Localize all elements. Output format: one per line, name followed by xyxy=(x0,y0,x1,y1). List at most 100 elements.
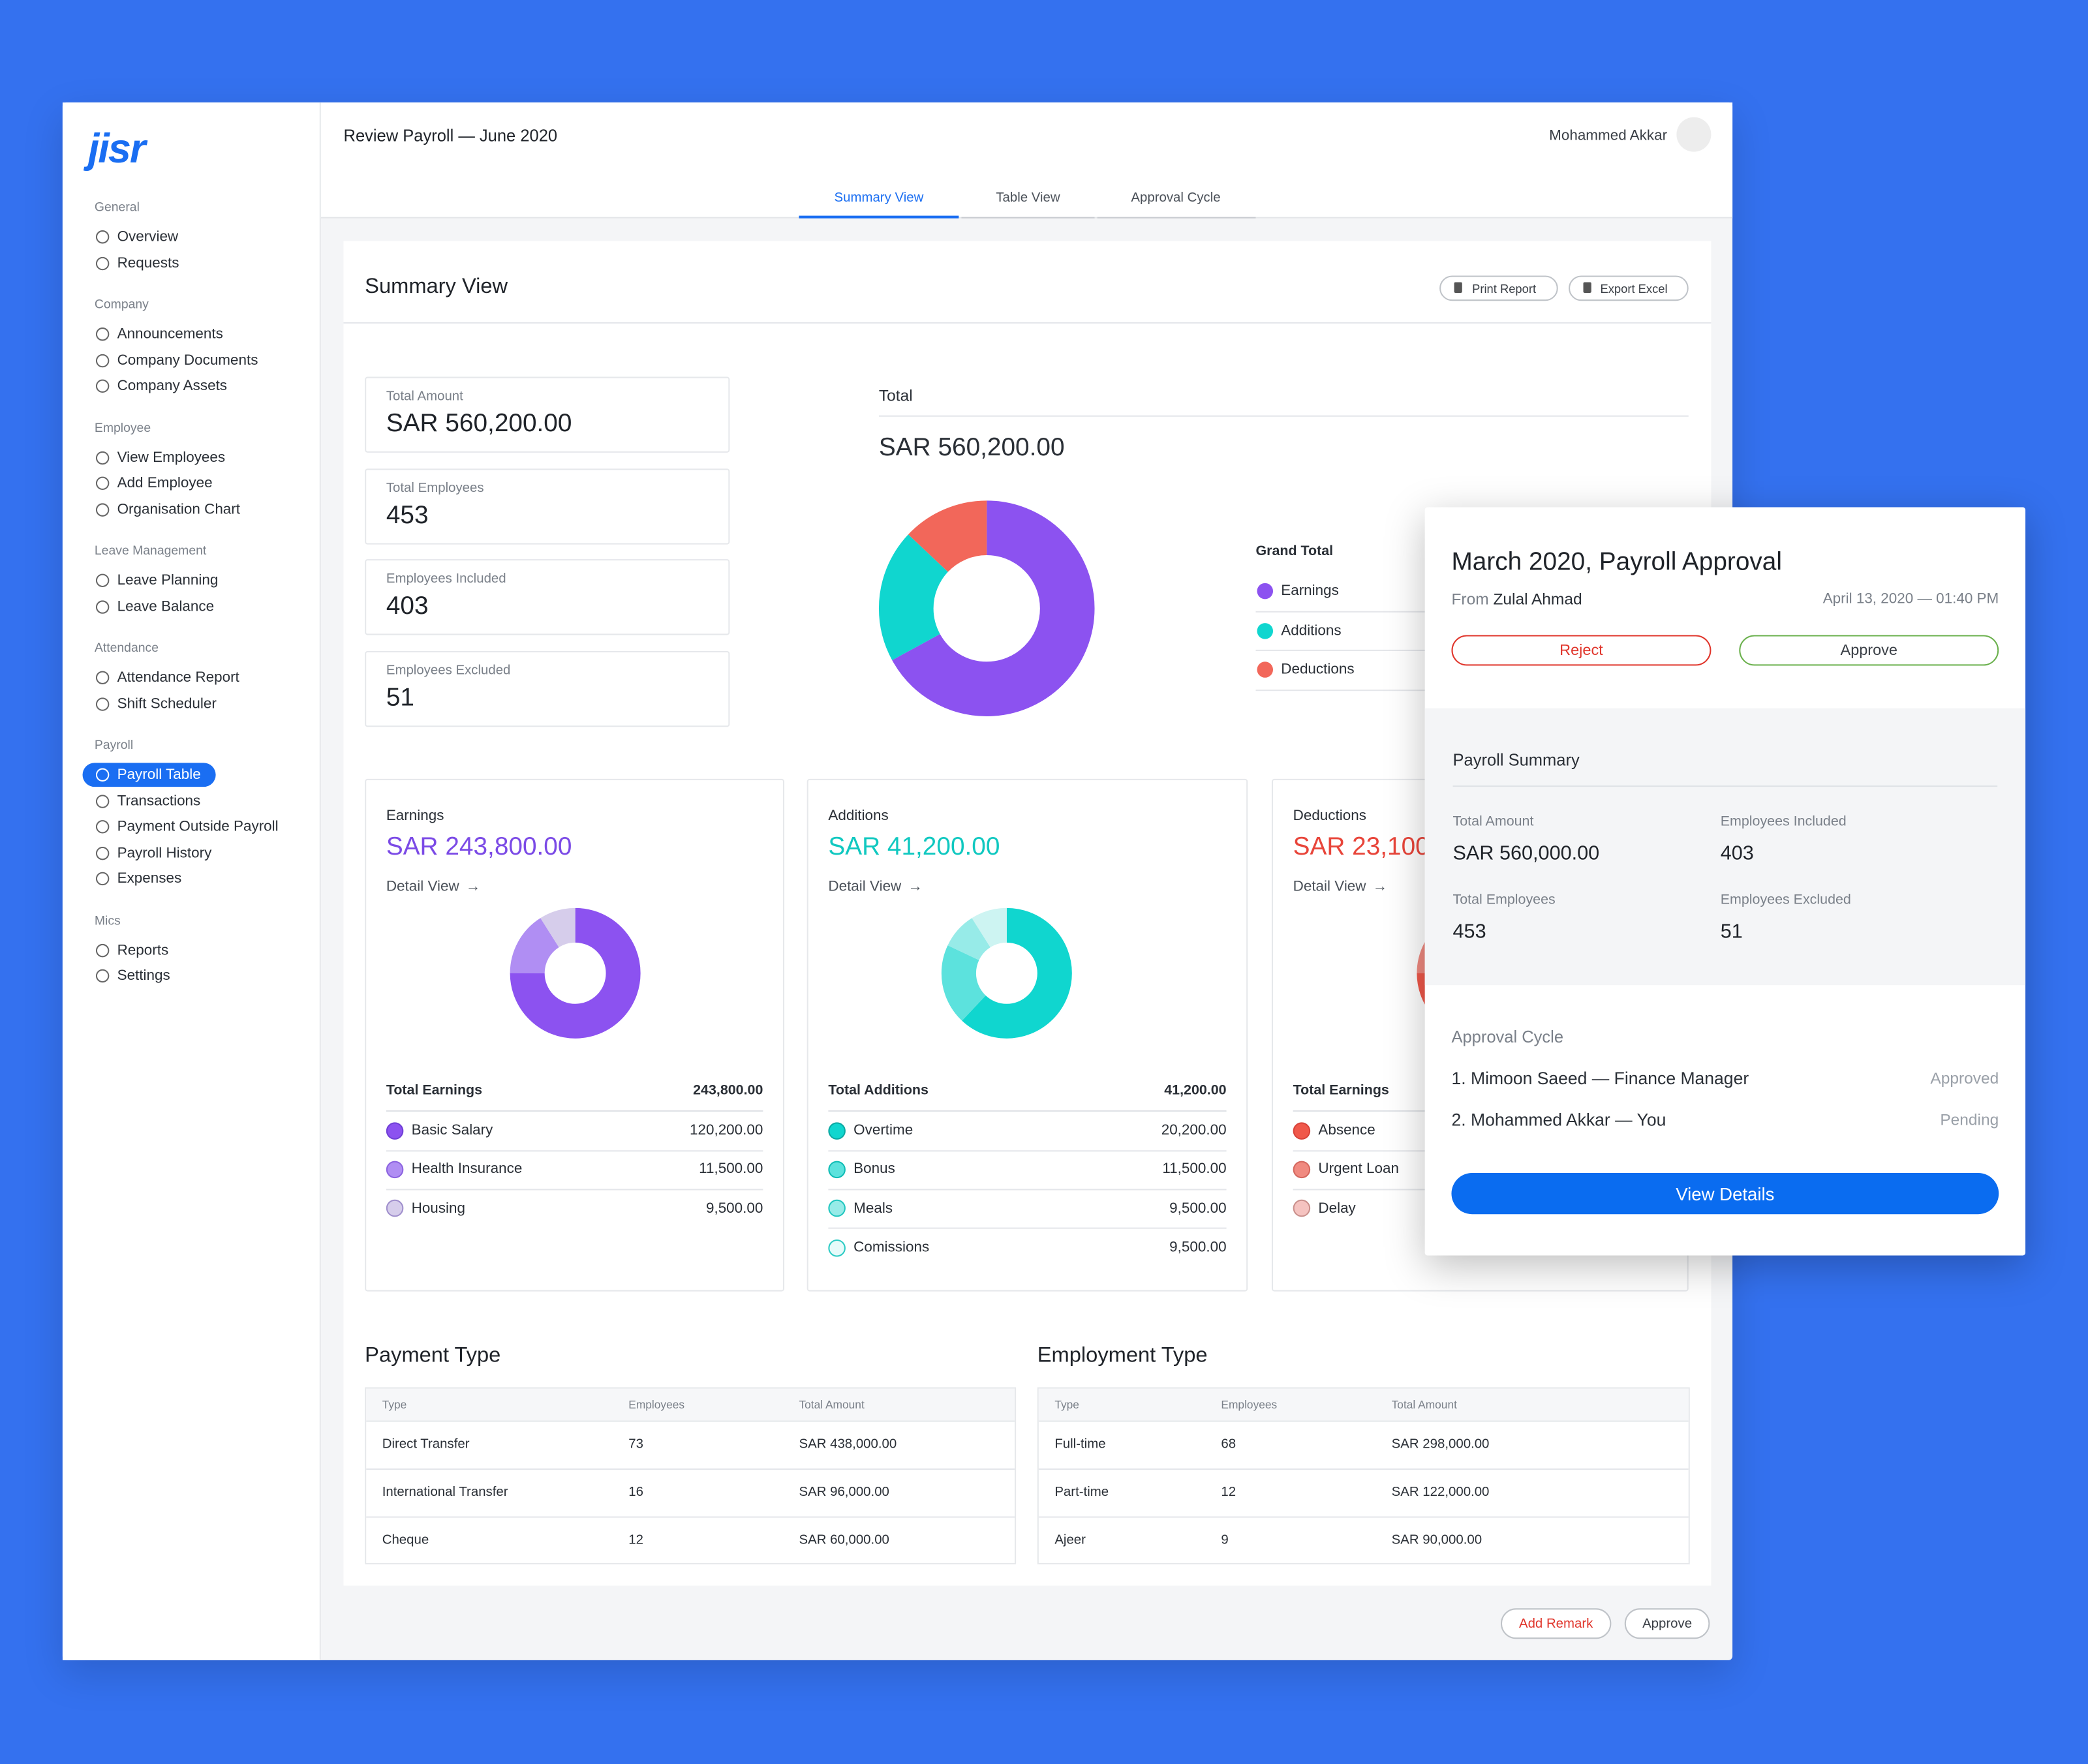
section-title: Summary View xyxy=(365,275,508,299)
column-header: Total Amount xyxy=(1391,1397,1457,1411)
sidebar-item[interactable]: Expenses xyxy=(117,870,182,887)
button[interactable] xyxy=(1569,275,1689,301)
divider xyxy=(386,1149,763,1151)
cell: SAR 438,000.00 xyxy=(799,1437,897,1452)
icon xyxy=(1257,622,1274,639)
user-name[interactable]: Mohammed Akkar xyxy=(1549,127,1668,144)
donut-segment xyxy=(878,500,1095,716)
item-name: Housing xyxy=(411,1200,465,1217)
from-label: From xyxy=(1451,590,1489,609)
sidebar-item[interactable]: Transactions xyxy=(117,793,201,809)
sidebar-item[interactable]: Attendance Report xyxy=(117,669,239,686)
item-amount: 120,200.00 xyxy=(690,1122,763,1138)
sidebar-item[interactable]: Overview xyxy=(117,229,179,245)
sidebar-item[interactable]: Organisation Chart xyxy=(117,501,241,517)
cell: Full-time xyxy=(1054,1437,1106,1452)
sidebar-item[interactable]: Company Assets xyxy=(117,378,228,395)
arrow-icon: → xyxy=(465,878,481,895)
card-amount: SAR 23,100 xyxy=(1293,834,1430,863)
icon xyxy=(95,502,110,516)
sidebar-item[interactable]: Announcements xyxy=(117,326,223,342)
button[interactable] xyxy=(1500,1608,1612,1639)
detail-link[interactable]: Detail View → xyxy=(386,878,481,895)
icon xyxy=(1292,1121,1310,1139)
sidebar-item[interactable]: Leave Planning xyxy=(117,572,219,589)
icon xyxy=(95,768,110,782)
cell: 73 xyxy=(628,1437,643,1452)
icon xyxy=(95,794,110,808)
tab[interactable]: Summary View xyxy=(834,190,924,206)
cycle-title: Approval Cycle xyxy=(1451,1027,1564,1047)
card xyxy=(806,778,1248,1292)
panel-title: Payroll Summary xyxy=(1452,751,1580,770)
item-name: Overtime xyxy=(853,1122,914,1138)
button-label[interactable]: Print Report xyxy=(1472,281,1537,296)
donut-segment xyxy=(510,907,641,1039)
total-value: SAR 560,200.00 xyxy=(879,434,1065,463)
item-name: Urgent Loan xyxy=(1318,1161,1399,1178)
detail-link[interactable]: Detail View → xyxy=(828,878,923,895)
button-label[interactable]: Approve xyxy=(1642,1616,1693,1631)
cell: Ajeer xyxy=(1054,1532,1086,1548)
sidebar-item[interactable]: Requests xyxy=(117,254,179,271)
cell: 12 xyxy=(628,1532,643,1548)
divider xyxy=(828,1189,1227,1191)
tab[interactable]: Table View xyxy=(996,190,1060,206)
button[interactable] xyxy=(1624,1608,1710,1639)
stat-label: Total Employees xyxy=(386,480,484,496)
button[interactable] xyxy=(1451,635,1712,666)
button-label[interactable]: Approve xyxy=(1840,642,1897,659)
icon xyxy=(95,230,110,244)
tab[interactable]: Approval Cycle xyxy=(1131,190,1221,206)
item-amount: 9,500.00 xyxy=(1169,1200,1227,1217)
stat-label: Employees Excluded xyxy=(386,663,511,678)
currency: SAR xyxy=(386,833,438,862)
cycle-name: 2. Mohammed Akkar — You xyxy=(1451,1110,1666,1130)
icon xyxy=(827,1239,845,1256)
button-label[interactable]: Add Remark xyxy=(1518,1616,1593,1631)
card xyxy=(365,778,785,1292)
stat-value: 453 xyxy=(386,501,429,530)
value: 41,200.00 xyxy=(887,833,1000,862)
sidebar-item[interactable]: Shift Scheduler xyxy=(117,695,217,712)
detail-link[interactable]: Detail View → xyxy=(1293,878,1388,895)
divider xyxy=(828,1110,1227,1112)
stat-value: 403 xyxy=(1721,842,1754,865)
icon xyxy=(95,256,110,270)
button-label[interactable]: Export Excel xyxy=(1600,281,1668,296)
button-label[interactable]: View Details xyxy=(1676,1183,1775,1204)
divider xyxy=(1038,1516,1689,1518)
donut-segment xyxy=(941,907,1072,1039)
sidebar-heading: Company xyxy=(94,297,149,312)
cycle-status: Approved xyxy=(1930,1069,1999,1088)
card-label: Additions xyxy=(828,808,889,825)
button-label[interactable]: Reject xyxy=(1559,642,1603,659)
summary-panel xyxy=(1424,708,2026,986)
sidebar-item[interactable]: View Employees xyxy=(117,449,226,466)
item-name: Bonus xyxy=(853,1161,895,1178)
sidebar-heading: Attendance xyxy=(94,641,159,656)
tab-underline xyxy=(961,217,1095,219)
button[interactable] xyxy=(1451,1172,1999,1215)
button[interactable] xyxy=(1439,275,1558,301)
sidebar-item[interactable]: Leave Balance xyxy=(117,598,215,615)
sidebar-item[interactable]: Reports xyxy=(117,941,169,958)
cycle-name: 1. Mimoon Saeed — Finance Manager xyxy=(1451,1068,1749,1089)
icon xyxy=(95,476,110,491)
sidebar-item[interactable]: Add Employee xyxy=(117,475,213,492)
sidebar-item[interactable]: Settings xyxy=(117,967,170,984)
button[interactable] xyxy=(1739,635,1999,666)
icon xyxy=(95,943,110,957)
sidebar-item[interactable]: Company Documents xyxy=(117,352,258,369)
icon xyxy=(1454,282,1462,293)
value: 560,200.00 xyxy=(938,434,1065,463)
stat-label: Employees Included xyxy=(1720,813,1847,830)
sidebar-item[interactable]: Payment Outside Payroll xyxy=(117,819,279,835)
sidebar-item[interactable]: Payroll Table xyxy=(117,767,201,783)
item-name: Meals xyxy=(853,1200,893,1217)
icon xyxy=(1257,662,1274,678)
sidebar-item[interactable]: Payroll History xyxy=(117,844,212,861)
total-row-label: Total Additions xyxy=(828,1082,929,1099)
